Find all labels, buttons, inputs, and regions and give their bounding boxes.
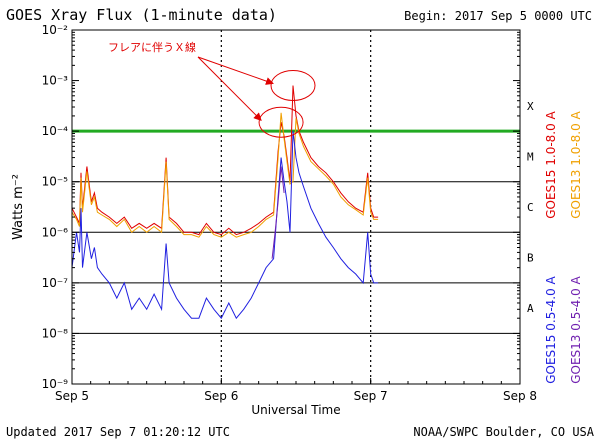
y-tick-label: 10⁻² bbox=[42, 23, 69, 37]
x-tick-label: Sep 5 bbox=[55, 389, 89, 403]
flare-class-label: C bbox=[527, 201, 534, 214]
y-tick-label: 10⁻⁷ bbox=[42, 276, 69, 290]
updated-label: Updated 2017 Sep 7 01:20:12 UTC bbox=[6, 425, 230, 439]
x-tick-label: Sep 7 bbox=[354, 389, 388, 403]
flare-class-label: M bbox=[527, 150, 534, 163]
series-line-3 bbox=[271, 166, 285, 259]
x-tick-label: Sep 6 bbox=[204, 389, 238, 403]
y-axis-label: Watts m⁻² bbox=[11, 174, 26, 240]
annotation-arrow-0 bbox=[197, 56, 274, 85]
flare-circle-1 bbox=[258, 106, 304, 138]
annotation-arrow-1 bbox=[197, 56, 262, 121]
flare-annotation: フレアに伴うＸ線 bbox=[108, 40, 316, 138]
legend: GOES15 1.0-8.0 A GOES13 1.0-8.0 A GOES15 0… bbox=[544, 110, 583, 383]
y-tick-label: 10⁻⁶ bbox=[42, 225, 69, 239]
y-tick-label: 10⁻³ bbox=[42, 74, 69, 88]
axis-layer: 10⁻⁹ 10⁻⁸ 10⁻⁷ 10⁻⁶ 10⁻⁵ 10⁻⁴ 10⁻³ 10⁻² Sep 5 Sep… bbox=[42, 23, 537, 403]
legend-entry-0: GOES15 1.0-8.0 A bbox=[544, 110, 558, 218]
legend-entry-1: GOES13 1.0-8.0 A bbox=[569, 110, 583, 218]
grid-layer bbox=[72, 30, 520, 384]
y-tick-label: 10⁻⁵ bbox=[42, 175, 69, 189]
flare-class-label: X bbox=[527, 100, 534, 113]
series-line-0 bbox=[71, 85, 379, 236]
series-line-1 bbox=[71, 112, 379, 238]
annotation-text: フレアに伴うＸ線 bbox=[108, 40, 196, 54]
chart-title: GOES Xray Flux (1-minute data) bbox=[6, 6, 277, 24]
y-tick-label: 10⁻⁸ bbox=[42, 326, 69, 340]
flare-class-label: A bbox=[527, 302, 534, 315]
series-line-2 bbox=[71, 131, 379, 320]
flare-circle-0 bbox=[270, 69, 316, 101]
x-axis-label: Universal Time bbox=[251, 403, 340, 417]
begin-label: Begin: 2017 Sep 5 0000 UTC bbox=[404, 9, 592, 23]
flare-class-label: B bbox=[527, 252, 534, 265]
plot-frame bbox=[71, 29, 521, 385]
y-tick-label: 10⁻⁹ bbox=[42, 377, 69, 391]
series-layer bbox=[71, 85, 379, 320]
x-tick-label: Sep 8 bbox=[503, 389, 537, 403]
credit-label: NOAA/SWPC Boulder, CO USA bbox=[413, 425, 594, 439]
legend-entry-2: GOES15 0.5-4.0 A bbox=[544, 275, 558, 383]
y-tick-label: 10⁻⁴ bbox=[42, 124, 69, 138]
legend-entry-3: GOES13 0.5-4.0 A bbox=[569, 275, 583, 383]
